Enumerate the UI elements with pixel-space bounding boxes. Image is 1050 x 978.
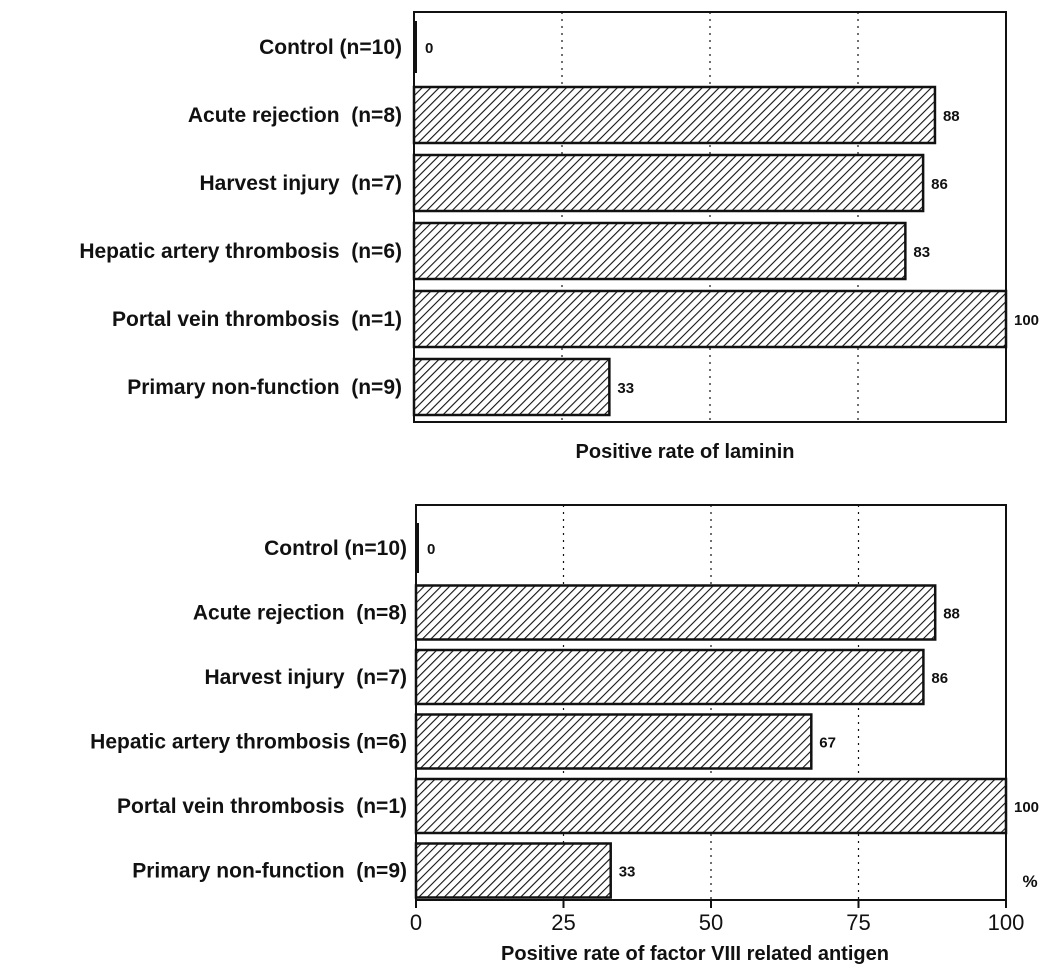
laminin-gridlines bbox=[561, 12, 859, 422]
laminin-category-label: Harvest injury (n=7) bbox=[200, 172, 402, 195]
factor-viii-category-label: Control (n=10) bbox=[264, 537, 407, 560]
laminin-axis-title: Positive rate of laminin bbox=[576, 441, 795, 463]
factor-viii-value-label: 88 bbox=[943, 606, 960, 623]
laminin-category-label: Primary non-function (n=9) bbox=[127, 376, 402, 399]
factor-viii-bar bbox=[414, 777, 1008, 835]
factor-viii-bars: Control (n=10) 0 Acute rejection (n=8) 88 Ha… bbox=[90, 523, 1039, 899]
laminin-bars: Control (n=10) 0 Acute rejection (n=8) 88 Ha… bbox=[79, 21, 1039, 417]
x-tick-label: 75 bbox=[846, 910, 870, 935]
laminin-bar bbox=[412, 221, 907, 281]
laminin-category-label: Control (n=10) bbox=[259, 36, 402, 59]
factor-viii-value-label: 67 bbox=[819, 735, 836, 752]
laminin-bar bbox=[412, 357, 611, 417]
factor-viii-bar bbox=[416, 523, 419, 573]
x-tick-label: 0 bbox=[410, 910, 422, 935]
factor-viii-value-label: 0 bbox=[427, 541, 435, 558]
factor-viii-chart: Control (n=10) 0 Acute rejection (n=8) 88 Ha… bbox=[90, 504, 1039, 965]
factor-viii-bar bbox=[414, 842, 612, 899]
factor-viii-value-label: 86 bbox=[931, 670, 948, 687]
factor-viii-category-label: Acute rejection (n=8) bbox=[193, 602, 407, 625]
laminin-value-label: 0 bbox=[425, 40, 433, 57]
laminin-category-label: Hepatic artery thrombosis (n=6) bbox=[79, 240, 402, 263]
laminin-value-label: 83 bbox=[913, 244, 930, 261]
laminin-value-label: 100 bbox=[1014, 312, 1039, 329]
factor-viii-category-label: Portal vein thrombosis (n=1) bbox=[117, 795, 407, 818]
factor-viii-bar bbox=[414, 648, 925, 706]
laminin-category-label: Acute rejection (n=8) bbox=[188, 104, 402, 127]
laminin-bar bbox=[412, 289, 1008, 349]
factor-viii-category-label: Primary non-function (n=9) bbox=[132, 860, 407, 883]
x-tick-label: 50 bbox=[699, 910, 723, 935]
x-unit-label: % bbox=[1022, 872, 1037, 891]
factor-viii-category-label: Hepatic artery thrombosis (n=6) bbox=[90, 731, 407, 754]
factor-viii-bar bbox=[414, 713, 813, 770]
laminin-category-label: Portal vein thrombosis (n=1) bbox=[112, 308, 402, 331]
factor-viii-axis-title: Positive rate of factor VIII related ant… bbox=[501, 943, 889, 965]
laminin-value-label: 33 bbox=[617, 380, 634, 397]
x-tick-label: 25 bbox=[551, 910, 575, 935]
laminin-bar bbox=[412, 85, 937, 145]
x-tick-label: 100 bbox=[988, 910, 1025, 935]
laminin-bar bbox=[414, 21, 417, 73]
laminin-value-label: 86 bbox=[931, 176, 948, 193]
laminin-chart: Control (n=10) 0 Acute rejection (n=8) 88 Ha… bbox=[79, 11, 1039, 463]
factor-viii-bar bbox=[414, 584, 937, 641]
factor-viii-x-ticks: 0 25 50 75 100 bbox=[410, 900, 1024, 935]
factor-viii-value-label: 100 bbox=[1014, 799, 1039, 816]
laminin-value-label: 88 bbox=[943, 108, 960, 125]
laminin-bar bbox=[412, 153, 925, 213]
factor-viii-category-label: Harvest injury (n=7) bbox=[205, 666, 407, 689]
factor-viii-value-label: 33 bbox=[619, 864, 636, 881]
